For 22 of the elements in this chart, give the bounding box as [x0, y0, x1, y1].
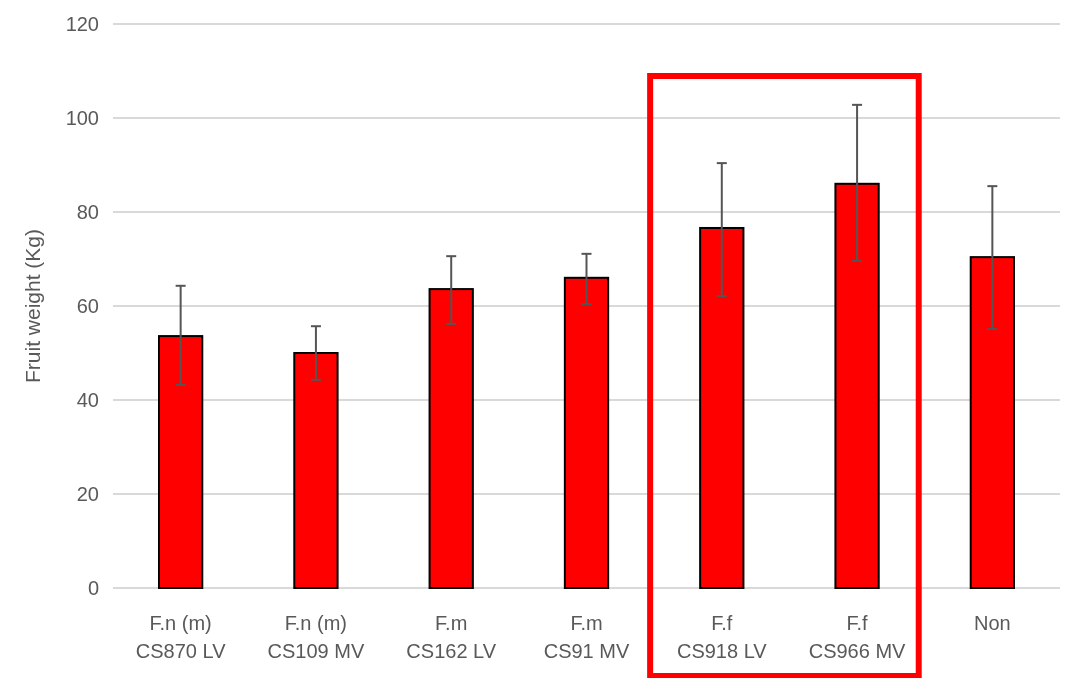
- y-tick-label: 20: [76, 483, 99, 505]
- y-tick-label: 120: [65, 13, 99, 35]
- x-tick-label: F.f CS966 MV: [808, 612, 907, 662]
- bar: [428, 288, 474, 589]
- bar: [158, 335, 204, 589]
- bar: [834, 182, 880, 589]
- x-tick-label: F.n (m) CS109 MV: [267, 612, 365, 662]
- bar: [563, 276, 610, 589]
- y-axis-title: Fruit weight (Kg): [21, 228, 44, 384]
- bar: [293, 352, 339, 589]
- y-tick-label: 100: [65, 107, 99, 129]
- x-tick-label: F.m CS91 MV: [543, 612, 630, 662]
- x-tick-label: F.n (m) CS870 LV: [135, 612, 227, 662]
- y-tick-label: 0: [87, 577, 99, 599]
- x-tick-label: F.m CS162 LV: [406, 612, 497, 662]
- y-tick-label: 60: [76, 295, 99, 317]
- bar: [699, 226, 745, 589]
- x-tick-label: F.f CS918 LV: [676, 612, 768, 662]
- y-tick-label: 40: [76, 389, 99, 411]
- x-tick-label: Non: [974, 612, 1011, 634]
- y-tick-label: 80: [76, 201, 99, 223]
- bar: [969, 256, 1015, 589]
